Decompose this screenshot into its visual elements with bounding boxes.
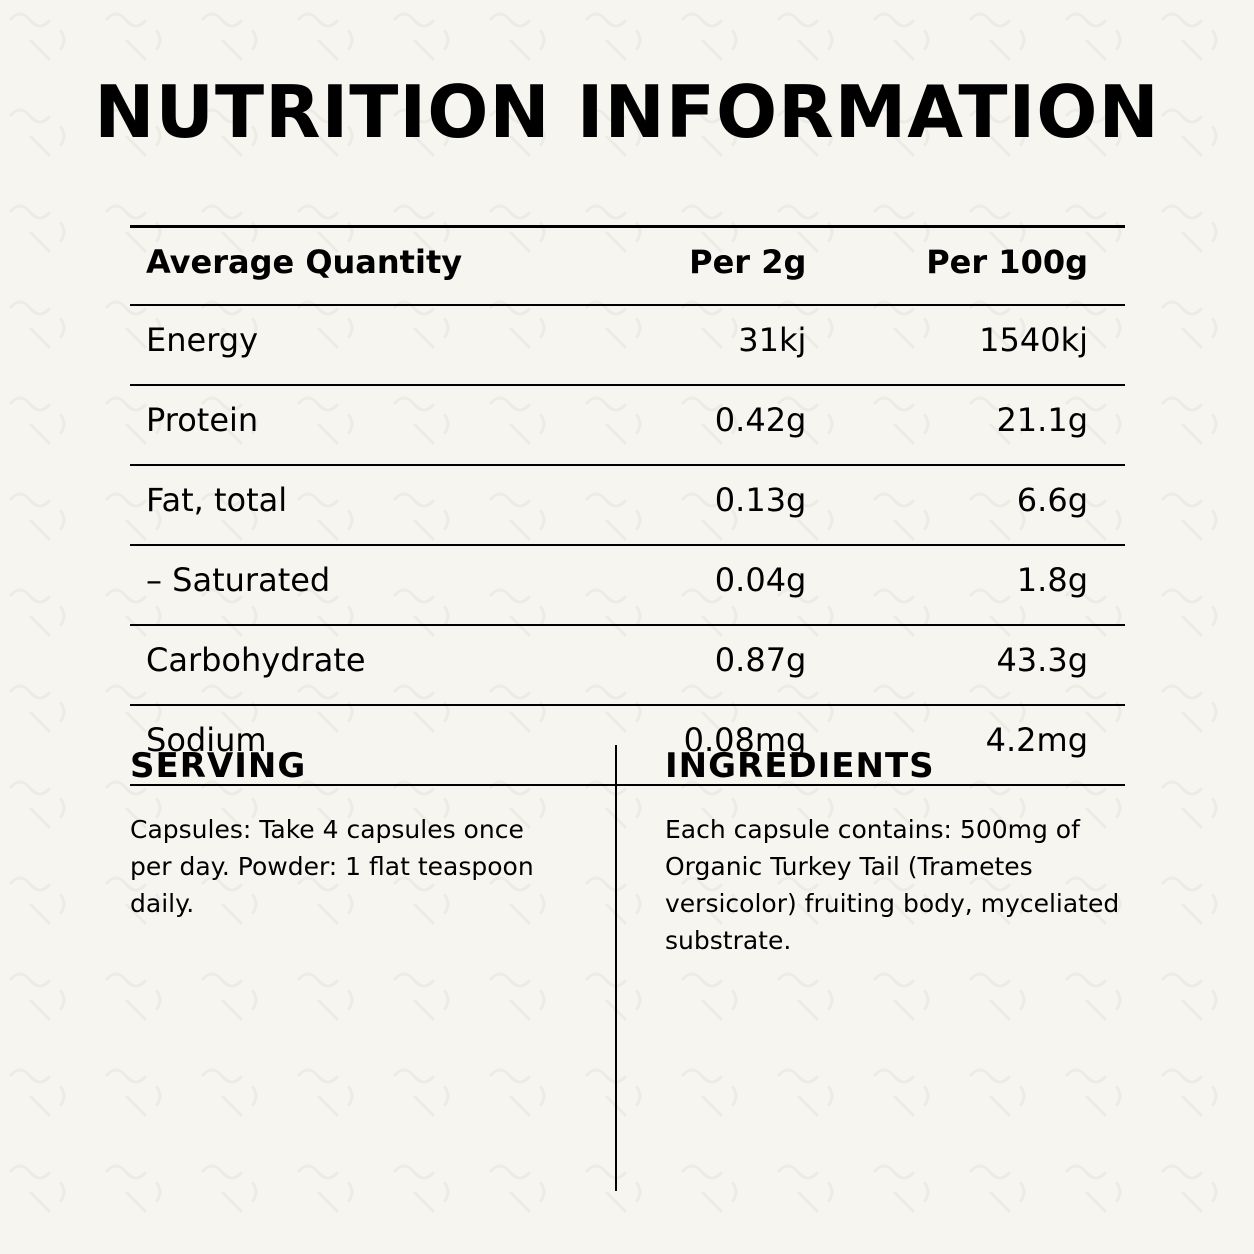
column-header-per-serving: Per 2g — [575, 226, 823, 306]
column-header-quantity: Average Quantity — [130, 226, 576, 306]
per-100g-value: 1540kj — [822, 305, 1125, 386]
table-row: Protein 0.42g 21.1g — [130, 385, 1125, 466]
per-serving-value: 31kj — [575, 305, 823, 386]
table-row: – Saturated 0.04g 1.8g — [130, 545, 1125, 626]
serving-text: Capsules: Take 4 capsules once per day. … — [130, 815, 534, 918]
nutrient-name: – Saturated — [130, 545, 576, 626]
serving-heading: SERVING — [130, 746, 307, 786]
table-row: Carbohydrate 0.87g 43.3g — [130, 625, 1125, 706]
nutrient-name: Carbohydrate — [130, 625, 576, 706]
serving-section: SERVING Capsules: Take 4 capsules once p… — [130, 745, 570, 922]
table-row: Fat, total 0.13g 6.6g — [130, 465, 1125, 546]
per-serving-value: 0.04g — [575, 545, 823, 626]
ingredients-heading: INGREDIENTS — [665, 746, 935, 786]
per-100g-value: 4.2mg — [822, 705, 1125, 786]
nutrition-table: Average Quantity Per 2g Per 100g Energy … — [130, 225, 1125, 786]
column-divider — [615, 745, 617, 1191]
nutrient-name: Fat, total — [130, 465, 576, 546]
per-serving-value: 0.87g — [575, 625, 823, 706]
ingredients-section: INGREDIENTS Each capsule contains: 500mg… — [665, 745, 1125, 959]
per-serving-value: 0.42g — [575, 385, 823, 466]
page-title: NUTRITION INFORMATION — [94, 70, 1160, 154]
per-100g-value: 43.3g — [822, 625, 1125, 706]
per-100g-value: 1.8g — [822, 545, 1125, 626]
table-header-row: Average Quantity Per 2g Per 100g — [130, 226, 1125, 306]
per-100g-value: 21.1g — [822, 385, 1125, 466]
per-100g-value: 6.6g — [822, 465, 1125, 546]
table-row: Sodium 0.08mg 4.2mg — [130, 705, 1125, 786]
ingredients-text: Each capsule contains: 500mg of Organic … — [665, 815, 1120, 955]
per-serving-value: 0.08mg — [575, 705, 823, 786]
nutrient-name: Sodium — [130, 705, 576, 786]
table-row: Energy 31kj 1540kj — [130, 305, 1125, 386]
column-header-per-100g: Per 100g — [822, 226, 1125, 306]
nutrient-name: Protein — [130, 385, 576, 466]
per-serving-value: 0.13g — [575, 465, 823, 546]
nutrient-name: Energy — [130, 305, 576, 386]
info-section: SERVING Capsules: Take 4 capsules once p… — [130, 745, 1125, 1191]
